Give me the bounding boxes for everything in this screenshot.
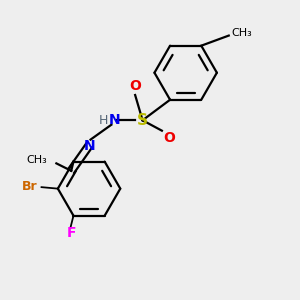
Text: Br: Br: [21, 180, 37, 193]
Text: O: O: [164, 131, 175, 145]
Text: N: N: [83, 139, 95, 152]
Text: S: S: [137, 113, 148, 128]
Text: H: H: [99, 114, 109, 127]
Text: CH₃: CH₃: [232, 28, 253, 38]
Text: O: O: [129, 79, 141, 93]
Text: N: N: [109, 113, 120, 127]
Text: CH₃: CH₃: [27, 155, 47, 165]
Text: F: F: [67, 226, 77, 241]
